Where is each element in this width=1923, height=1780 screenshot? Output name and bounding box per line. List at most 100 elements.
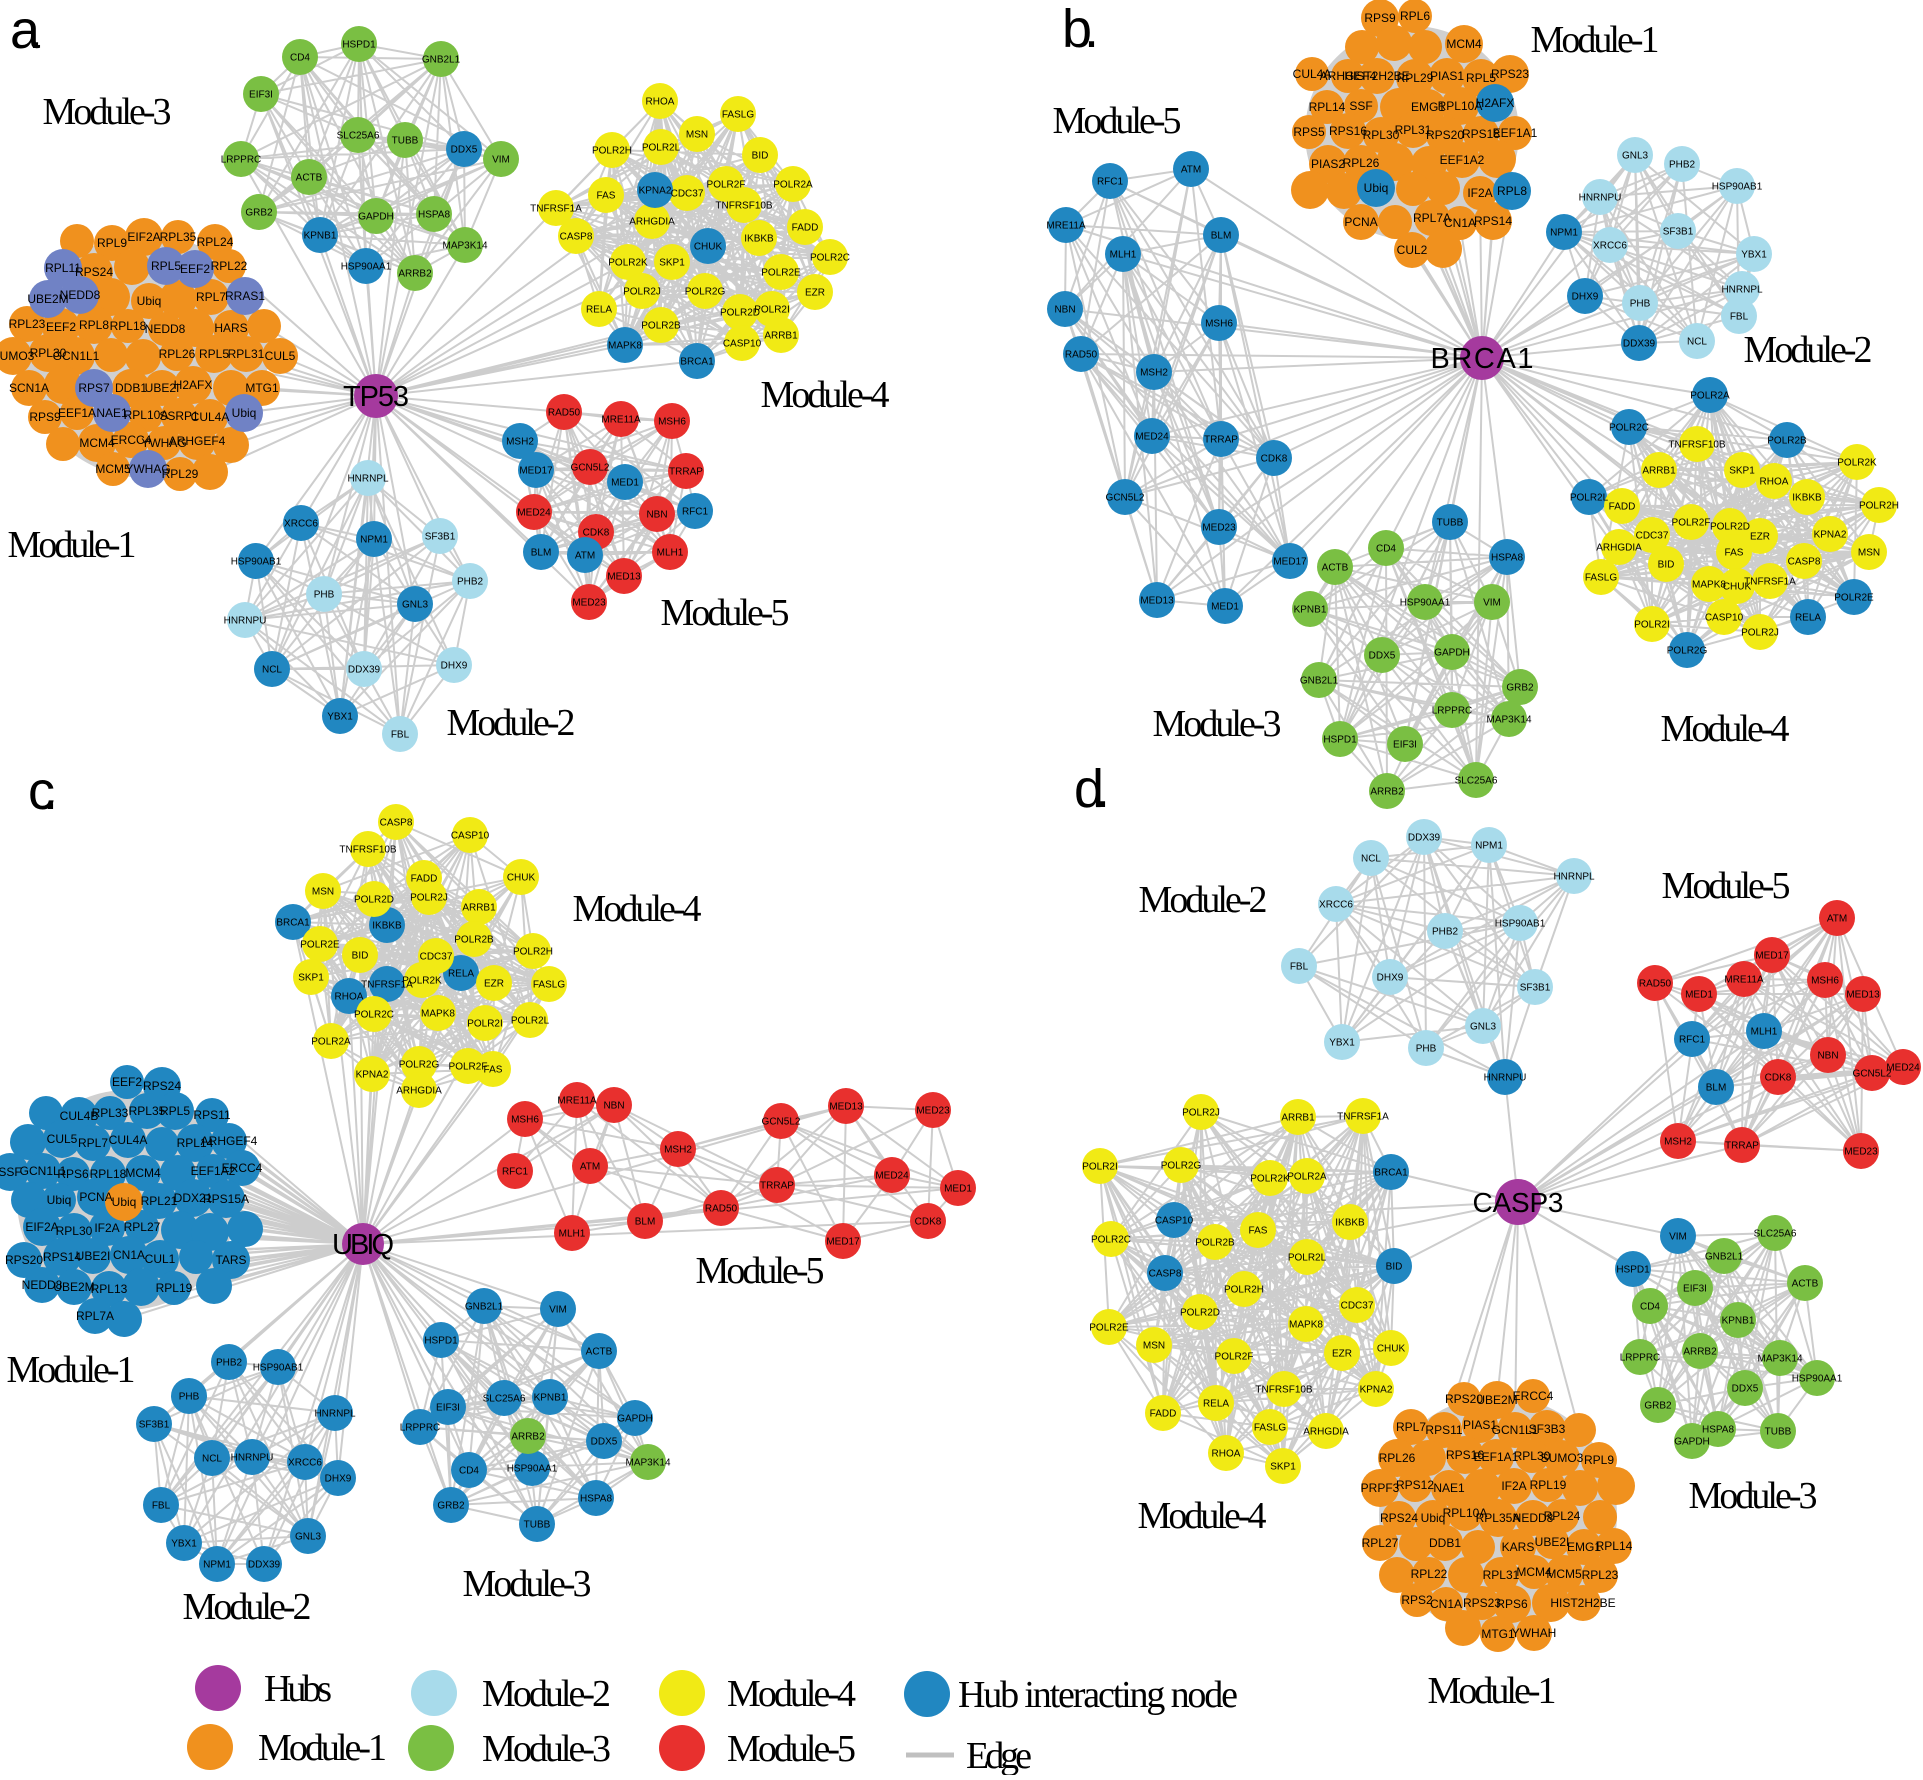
svg-text:RHOA: RHOA — [1760, 477, 1789, 488]
svg-text:FADD: FADD — [1609, 502, 1636, 513]
svg-text:CUL4A: CUL4A — [1293, 67, 1332, 81]
svg-text:NPM1: NPM1 — [203, 1560, 231, 1571]
svg-text:FBL: FBL — [391, 730, 410, 741]
svg-text:POLR2K: POLR2K — [1837, 458, 1877, 469]
svg-text:DDX39: DDX39 — [348, 665, 381, 676]
svg-text:POLR2H: POLR2H — [513, 947, 553, 958]
svg-text:RPS2: RPS2 — [1401, 1593, 1433, 1607]
svg-text:SUMO3: SUMO3 — [1541, 1451, 1584, 1465]
svg-text:TARS: TARS — [215, 1253, 246, 1267]
svg-text:MSN: MSN — [1858, 548, 1880, 559]
svg-text:HSP90AB1: HSP90AB1 — [253, 1363, 304, 1374]
svg-text:POLR2G: POLR2G — [685, 287, 726, 298]
svg-text:Module-3: Module-3 — [1689, 1475, 1818, 1517]
svg-text:KPNA2: KPNA2 — [1814, 530, 1847, 541]
svg-text:UBE2M: UBE2M — [1476, 1393, 1517, 1407]
svg-text:POLR2E: POLR2E — [1834, 593, 1874, 604]
svg-text:HSPD1: HSPD1 — [342, 40, 376, 51]
svg-text:H2AFX: H2AFX — [174, 378, 213, 392]
svg-text:NAE1: NAE1 — [96, 406, 128, 420]
svg-text:Ubiq: Ubiq — [1421, 1511, 1446, 1525]
svg-text:Module-4: Module-4 — [1138, 1495, 1267, 1537]
svg-text:HSPA8: HSPA8 — [580, 1494, 612, 1505]
svg-text:YWHAG: YWHAG — [125, 462, 170, 476]
svg-text:Module-3: Module-3 — [1153, 703, 1282, 745]
svg-text:POLR2L: POLR2L — [642, 143, 681, 154]
svg-text:CD4: CD4 — [1640, 1302, 1660, 1313]
svg-text:HNRNPU: HNRNPU — [231, 1453, 274, 1464]
svg-text:DHX9: DHX9 — [1572, 292, 1599, 303]
svg-text:BID: BID — [752, 151, 769, 162]
svg-text:GNB2L1: GNB2L1 — [465, 1302, 504, 1313]
svg-text:HSP90AA1: HSP90AA1 — [1400, 598, 1451, 609]
svg-text:POLR2G: POLR2G — [1667, 646, 1708, 657]
svg-text:RELA: RELA — [448, 969, 474, 980]
svg-text:HNRNPL: HNRNPL — [1721, 285, 1763, 296]
svg-text:RPS18: RPS18 — [1462, 127, 1500, 141]
svg-text:MLH1: MLH1 — [657, 548, 684, 559]
svg-text:RPL31: RPL31 — [1483, 1568, 1520, 1582]
svg-text:ATM: ATM — [1827, 914, 1847, 925]
svg-text:POLR2A: POLR2A — [773, 180, 813, 191]
svg-text:RPS14: RPS14 — [1474, 214, 1512, 228]
svg-text:Module-1: Module-1 — [7, 1349, 136, 1391]
svg-text:Module-3: Module-3 — [482, 1728, 611, 1770]
svg-text:RPL30: RPL30 — [1514, 1449, 1551, 1463]
svg-text:FADD: FADD — [411, 874, 438, 885]
svg-text:RPL31: RPL31 — [1395, 123, 1432, 137]
svg-text:CUL4B: CUL4B — [60, 1109, 99, 1123]
svg-text:MTG1: MTG1 — [245, 381, 279, 395]
svg-text:HSP90AA1: HSP90AA1 — [507, 1464, 558, 1475]
svg-text:Module-5: Module-5 — [661, 592, 790, 634]
svg-text:NPM1: NPM1 — [360, 535, 388, 546]
svg-text:HNRNPL: HNRNPL — [1553, 872, 1595, 883]
svg-text:POLR2B: POLR2B — [454, 935, 494, 946]
svg-text:EIF3I: EIF3I — [249, 90, 273, 101]
svg-text:CDK8: CDK8 — [915, 1217, 942, 1228]
svg-text:GCN5L2: GCN5L2 — [1106, 493, 1145, 504]
svg-text:PHB: PHB — [314, 590, 335, 601]
svg-text:Module-5: Module-5 — [696, 1250, 825, 1292]
svg-text:RPL6: RPL6 — [1400, 9, 1430, 23]
svg-text:HSP90AA1: HSP90AA1 — [341, 262, 392, 273]
svg-text:RPL30: RPL30 — [56, 1224, 93, 1238]
svg-text:FASLG: FASLG — [1585, 573, 1617, 584]
svg-text:TRRAP: TRRAP — [1725, 1141, 1759, 1152]
svg-text:POLR2A: POLR2A — [311, 1037, 351, 1048]
svg-text:MRE11A: MRE11A — [557, 1096, 597, 1107]
svg-text:SKP1: SKP1 — [1729, 466, 1755, 477]
svg-text:RPL18: RPL18 — [110, 319, 147, 333]
svg-text:EZR: EZR — [484, 979, 504, 990]
svg-text:RPL9: RPL9 — [1584, 1453, 1614, 1467]
svg-text:TNFRSF10B: TNFRSF10B — [1255, 1385, 1313, 1396]
svg-text:CDK8: CDK8 — [1261, 454, 1288, 465]
svg-text:d.: d. — [1074, 759, 1110, 819]
svg-text:RPL10A: RPL10A — [1438, 99, 1483, 113]
svg-text:HSPD1: HSPD1 — [424, 1336, 458, 1347]
svg-text:IF2A: IF2A — [94, 1221, 119, 1235]
svg-text:POLR2D: POLR2D — [720, 308, 760, 319]
svg-text:BLM: BLM — [1706, 1083, 1727, 1094]
svg-text:GCN1L1: GCN1L1 — [1492, 1423, 1539, 1437]
svg-text:CN1A: CN1A — [1444, 216, 1476, 230]
svg-text:POLR2C: POLR2C — [1609, 423, 1649, 434]
svg-text:RPL22: RPL22 — [1411, 1567, 1448, 1581]
svg-text:Hubs: Hubs — [264, 1668, 332, 1710]
svg-text:POLR2K: POLR2K — [1250, 1174, 1290, 1185]
svg-text:MAP3K14: MAP3K14 — [625, 1458, 670, 1469]
svg-text:Ubiq: Ubiq — [112, 1195, 137, 1209]
svg-text:ACTB: ACTB — [296, 173, 323, 184]
svg-text:c.: c. — [28, 761, 58, 821]
svg-text:MSH6: MSH6 — [511, 1115, 539, 1126]
svg-text:POLR2B: POLR2B — [641, 321, 681, 332]
svg-text:POLR2F: POLR2F — [449, 1062, 488, 1073]
svg-text:BRCA1: BRCA1 — [276, 918, 310, 929]
svg-text:NCL: NCL — [262, 665, 282, 676]
svg-text:KPNB1: KPNB1 — [1722, 1316, 1755, 1327]
svg-text:RPS20: RPS20 — [5, 1253, 43, 1267]
svg-text:MED23: MED23 — [1202, 523, 1236, 534]
svg-text:HSPD1: HSPD1 — [1323, 735, 1357, 746]
svg-text:CD4: CD4 — [1376, 544, 1396, 555]
svg-text:POLR2J: POLR2J — [1741, 628, 1779, 639]
svg-text:GNL3: GNL3 — [402, 600, 429, 611]
